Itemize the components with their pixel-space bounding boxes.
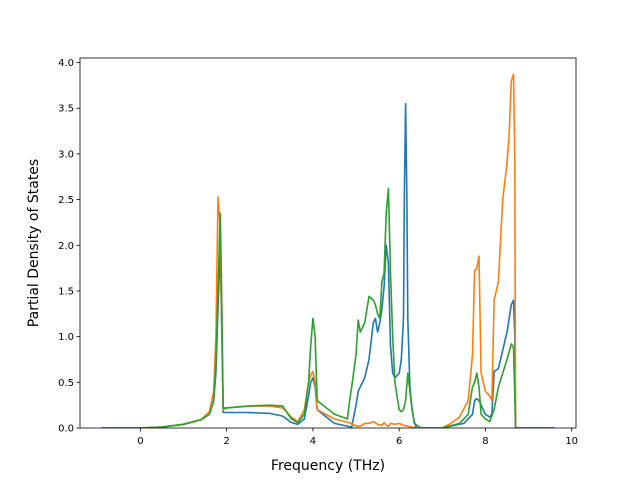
- x-tick-label: 6: [396, 436, 402, 447]
- series-line-3: [101, 187, 555, 428]
- y-tick-label: 1.0: [58, 332, 74, 343]
- y-tick-label: 0.0: [58, 424, 74, 435]
- series-line-1: [101, 102, 555, 428]
- x-axis-label: Frequency (THz): [271, 458, 385, 474]
- y-tick-label: 4.0: [58, 58, 74, 69]
- y-tick-label: 3.0: [58, 149, 74, 160]
- x-tick-label: 8: [482, 436, 488, 447]
- x-axis-ticks: 0 2 4 6 8 10: [137, 428, 578, 447]
- y-tick-label: 2.5: [58, 195, 74, 206]
- series-group: [101, 73, 555, 428]
- y-tick-label: 3.5: [58, 104, 74, 115]
- y-tick-label: 0.5: [58, 378, 74, 389]
- x-tick-label: 10: [565, 436, 578, 447]
- x-tick-label: 0: [137, 436, 143, 447]
- y-tick-label: 2.0: [58, 241, 74, 252]
- plot-frame: [79, 57, 577, 429]
- y-axis-ticks: 0.0 0.5 1.0 1.5 2.0 2.5 3.0 3.5 4.0: [58, 58, 80, 435]
- y-tick-label: 1.5: [58, 286, 74, 297]
- x-tick-label: 2: [223, 436, 229, 447]
- y-axis-label: Partial Density of States: [26, 159, 42, 327]
- plot-area: [79, 57, 577, 429]
- x-tick-label: 4: [310, 436, 316, 447]
